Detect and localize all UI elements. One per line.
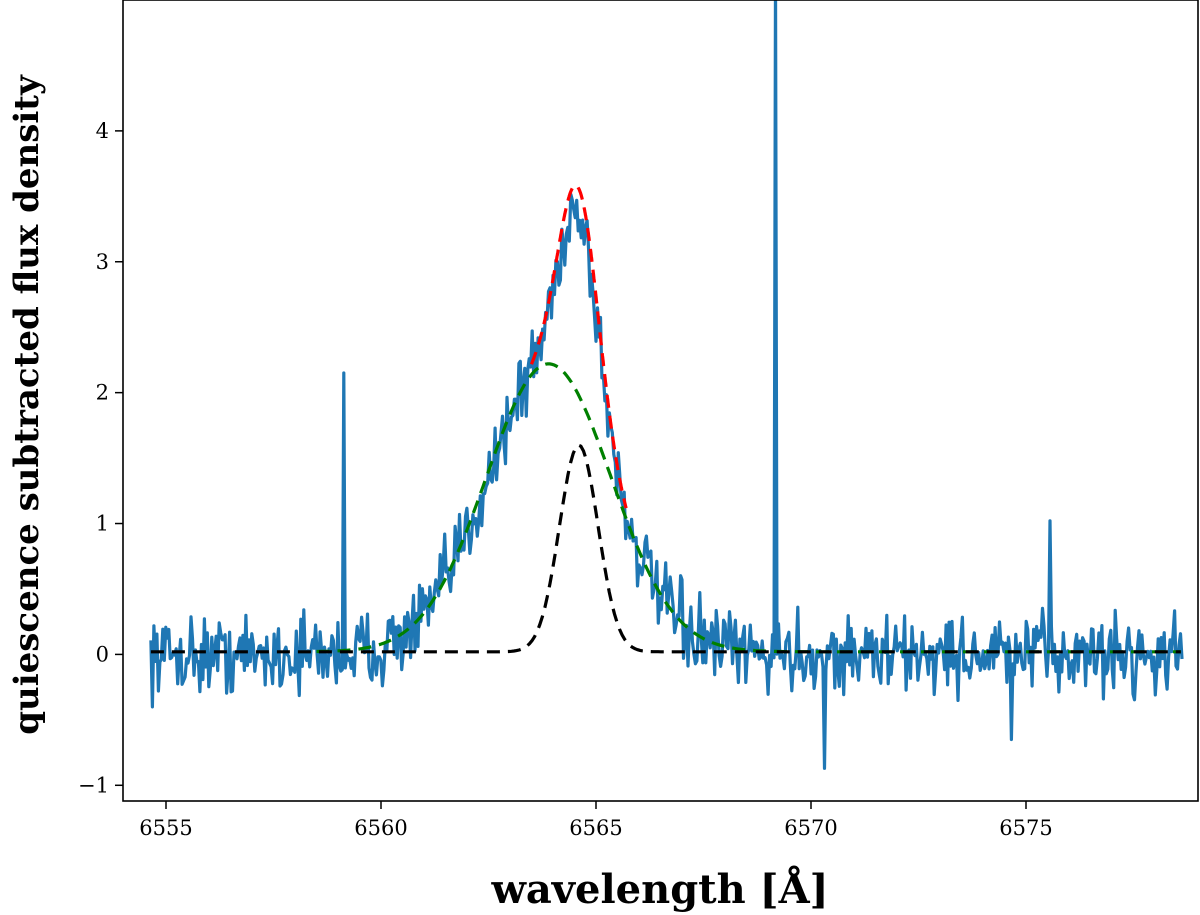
y-axis-label: quiescence subtracted flux density [7, 74, 47, 735]
x-axis-label: wavelength [Å] [490, 866, 828, 913]
y-tick-label: −1 [78, 773, 109, 797]
x-tick-label: 6570 [784, 816, 837, 840]
y-axis: −1 0 1 2 3 4 [78, 119, 123, 797]
narrow-component-line [150, 443, 1181, 654]
x-tick-label: 6560 [354, 816, 407, 840]
y-tick-label: 2 [96, 381, 109, 405]
plot-frame [122, 0, 1199, 802]
x-axis: 6555 6560 6565 6570 6575 [139, 801, 1053, 840]
observed-spectrum-line [149, 0, 1184, 770]
x-tick-label: 6555 [139, 816, 192, 840]
y-tick-label: 0 [96, 642, 109, 666]
y-tick-label: 3 [96, 250, 109, 274]
total-fit-line [529, 183, 628, 509]
x-tick-label: 6565 [569, 816, 622, 840]
x-tick-label: 6575 [999, 816, 1052, 840]
y-tick-label: 1 [96, 512, 109, 536]
series-layer [149, 0, 1184, 770]
y-tick-label: 4 [96, 119, 109, 143]
